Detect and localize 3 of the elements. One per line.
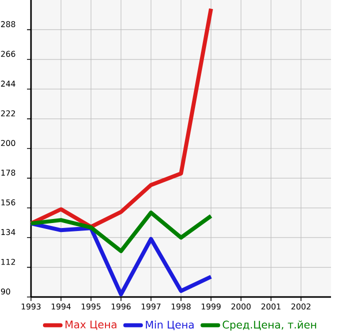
legend-label: Min Цена [146,320,194,330]
legend-label: Сред.Цена, т.йен [222,320,316,331]
legend-label: Max Цена [66,320,116,330]
